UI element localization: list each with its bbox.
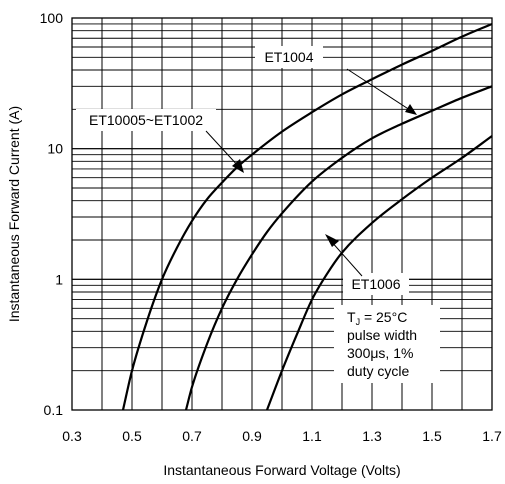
x-tick-label: 1.5 [422, 428, 442, 444]
y-tick-label: 1 [55, 271, 63, 287]
x-axis-title: Instantaneous Forward Voltage (Volts) [163, 462, 400, 478]
tj-symbol: T [347, 309, 356, 325]
x-tick-label: 0.7 [182, 428, 202, 444]
test-conditions-line1: TJ = 25°C [347, 309, 407, 327]
annotation-et10005-et1002: ET10005~ET1002 [76, 109, 244, 173]
annotation-et10005-et1002-bg [76, 109, 216, 131]
series-line-0 [121, 22, 493, 411]
annotation-et1004-bg [255, 46, 323, 68]
test-conditions-line4: duty cycle [347, 363, 409, 379]
test-conditions-note: TJ = 25°C pulse width 300μs, 1% duty cyc… [334, 305, 440, 383]
series-line-2 [265, 135, 493, 411]
series-layer [121, 22, 493, 411]
annotation-et1004-leader [346, 68, 414, 113]
annotation-et10005-et1002-leader [205, 130, 241, 169]
y-tick-label: 0.1 [44, 402, 64, 418]
plot-frame [71, 17, 493, 411]
tj-subscript: J [356, 317, 361, 327]
y-tick-label: 100 [40, 10, 64, 26]
annotation-et1006-label: ET1006 [351, 276, 400, 292]
annotation-et10005-et1002-label: ET10005~ET1002 [89, 112, 203, 128]
y-axis-title: Instantaneous Forward Current (A) [6, 106, 22, 322]
y-tick-label: 10 [47, 141, 63, 157]
test-conditions-line2: pulse width [347, 327, 417, 343]
annotation-et1006-bg [343, 273, 409, 295]
x-tick-label: 0.3 [62, 428, 82, 444]
x-tick-label: 1.7 [482, 428, 502, 444]
annotation-et10005-et1002-arrowhead [232, 159, 244, 173]
x-tick-label: 1.1 [302, 428, 322, 444]
test-conditions-line3: 300μs, 1% [347, 345, 413, 361]
tick-labels: 0.3 0.5 0.7 0.9 1.1 1.3 1.5 1.7 0.1 1 10 100 [40, 10, 502, 444]
annotation-et1004: ET1004 [255, 46, 417, 115]
x-tick-label: 1.3 [362, 428, 382, 444]
annotation-et1004-arrowhead [405, 104, 417, 115]
test-conditions-bg [334, 305, 440, 383]
annotation-et1006-leader [329, 239, 363, 277]
annotation-et1006-arrowhead [325, 234, 339, 247]
annotation-et1006: ET1006 [325, 234, 409, 295]
tj-value: = 25°C [360, 309, 407, 325]
annotation-et1004-label: ET1004 [264, 49, 313, 65]
x-tick-label: 0.5 [122, 428, 142, 444]
series-line-1 [184, 85, 493, 411]
x-tick-label: 0.9 [242, 428, 262, 444]
